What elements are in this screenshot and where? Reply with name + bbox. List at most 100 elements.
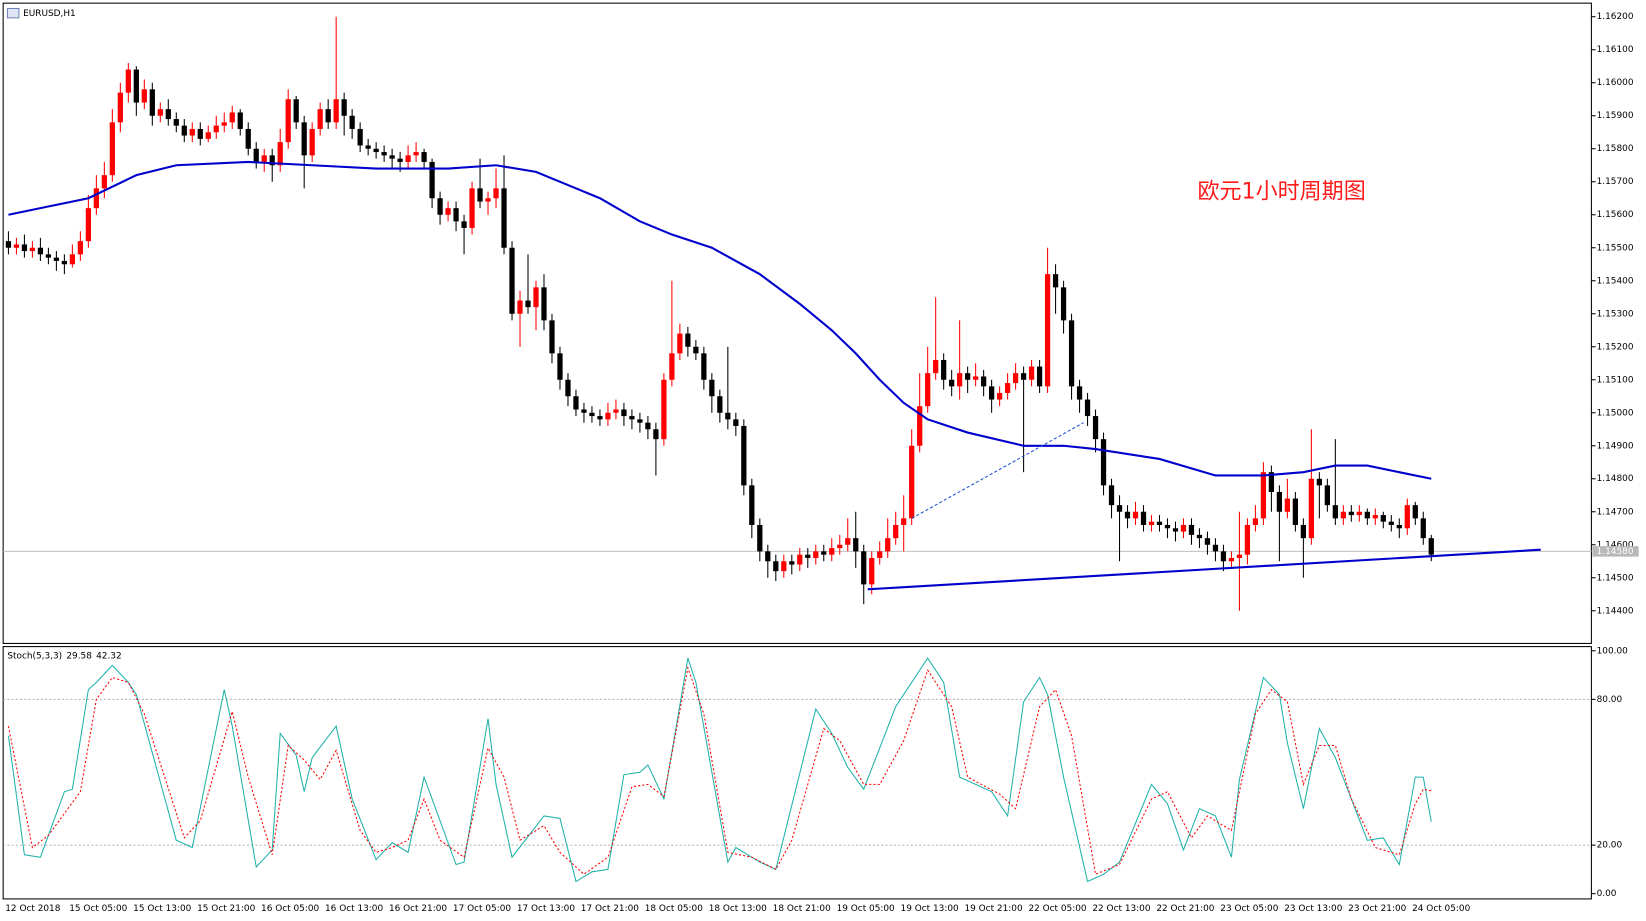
candle-body <box>269 155 275 166</box>
candle-body <box>1276 491 1283 512</box>
y-tick-label: 1.15700 <box>1597 177 1634 187</box>
candle-body <box>1300 524 1306 539</box>
candle-body <box>1124 511 1131 519</box>
candle-body <box>773 561 779 572</box>
x-tick-label: 18 Oct 13:00 <box>709 904 767 914</box>
candle-body <box>229 112 235 123</box>
candle-body <box>925 373 931 407</box>
candle-body <box>181 125 187 136</box>
chart-title: EURUSD,H1 <box>23 9 76 19</box>
candle-body <box>261 155 267 162</box>
candle-body <box>53 257 60 261</box>
candle-body <box>13 244 20 248</box>
y-tick-label: 1.14900 <box>1597 441 1634 451</box>
candle-body <box>1348 511 1354 516</box>
candle-body <box>1140 511 1147 525</box>
candle-body <box>645 422 651 430</box>
candle-body <box>949 379 955 387</box>
candle-body <box>469 188 475 228</box>
candle-body <box>157 109 163 116</box>
candle-body <box>77 241 83 255</box>
candle-body <box>205 132 211 139</box>
candle-body <box>309 128 315 156</box>
x-tick-label: 19 Oct 21:00 <box>964 904 1022 914</box>
y-tick-label: 1.15500 <box>1597 243 1634 253</box>
stoch-value: 42.32 <box>96 652 122 662</box>
x-tick-label: 15 Oct 21:00 <box>197 904 255 914</box>
candle-body <box>29 247 36 252</box>
candle-body <box>621 409 627 417</box>
y-tick-label: 20.00 <box>1597 841 1623 851</box>
x-tick-label: 19 Oct 13:00 <box>901 904 959 914</box>
candle-body <box>1196 534 1203 539</box>
candle-body <box>677 333 683 354</box>
x-tick-label: 15 Oct 05:00 <box>69 904 127 914</box>
candle-body <box>853 538 859 552</box>
candle-body <box>685 333 691 347</box>
candle-body <box>1020 373 1027 380</box>
candle-body <box>845 538 851 545</box>
candle-body <box>509 247 515 314</box>
candle-body <box>493 188 499 199</box>
y-tick-label: 80.00 <box>1597 695 1623 705</box>
candle-body <box>789 561 795 565</box>
candle-body <box>333 99 339 123</box>
candle-body <box>213 125 219 133</box>
candle-body <box>797 554 803 565</box>
main-panel <box>2 2 1592 644</box>
candle-body <box>917 406 923 446</box>
x-tick-label: 23 Oct 13:00 <box>1284 904 1342 914</box>
candle-body <box>757 524 763 552</box>
candle-body <box>557 353 563 380</box>
candle-body <box>941 359 947 380</box>
candle-body <box>1148 521 1155 525</box>
candle-body <box>1116 505 1123 512</box>
candle-body <box>717 396 723 413</box>
candle-body <box>805 554 811 558</box>
candle-body <box>885 538 891 552</box>
symbol-icon <box>6 7 20 19</box>
candle-body <box>341 99 347 116</box>
candle-body <box>1076 386 1083 400</box>
candle-body <box>1068 320 1075 387</box>
stoch-value: 29.58 <box>66 652 92 662</box>
candle-body <box>637 419 643 423</box>
candle-body <box>1236 554 1243 558</box>
candle-body <box>1412 505 1418 519</box>
candle-body <box>45 254 52 258</box>
candle-body <box>461 221 467 228</box>
candle-body <box>869 557 875 585</box>
candle-body <box>549 320 555 354</box>
candle-body <box>173 119 179 126</box>
candle-body <box>573 396 579 410</box>
x-tick-label: 19 Oct 05:00 <box>837 904 895 914</box>
candle-body <box>141 89 147 103</box>
candle-body <box>421 152 427 162</box>
y-tick-label: 1.15300 <box>1597 309 1634 319</box>
candle-body <box>1332 505 1338 519</box>
candle-body <box>765 551 771 562</box>
candle-body <box>1188 524 1195 535</box>
candle-body <box>813 551 819 558</box>
candle-body <box>21 244 28 252</box>
candle-body <box>397 158 403 162</box>
candle-body <box>197 128 203 139</box>
candle-body <box>1028 366 1035 380</box>
y-tick-label: 1.15800 <box>1597 144 1634 154</box>
candle-body <box>1172 528 1179 532</box>
candle-body <box>1340 511 1346 519</box>
candle-body <box>445 208 451 215</box>
candle-body <box>661 379 667 440</box>
candle-body <box>1004 383 1011 393</box>
candle-body <box>533 287 539 308</box>
current-price-label: 1.14580 <box>1597 547 1634 557</box>
candle-body <box>525 300 531 308</box>
x-tick-label: 17 Oct 21:00 <box>581 904 639 914</box>
y-tick-label: 1.16000 <box>1597 78 1634 88</box>
x-tick-label: 16 Oct 05:00 <box>261 904 319 914</box>
candle-body <box>541 287 547 321</box>
candle-body <box>1052 274 1059 288</box>
candle-body <box>413 152 419 156</box>
